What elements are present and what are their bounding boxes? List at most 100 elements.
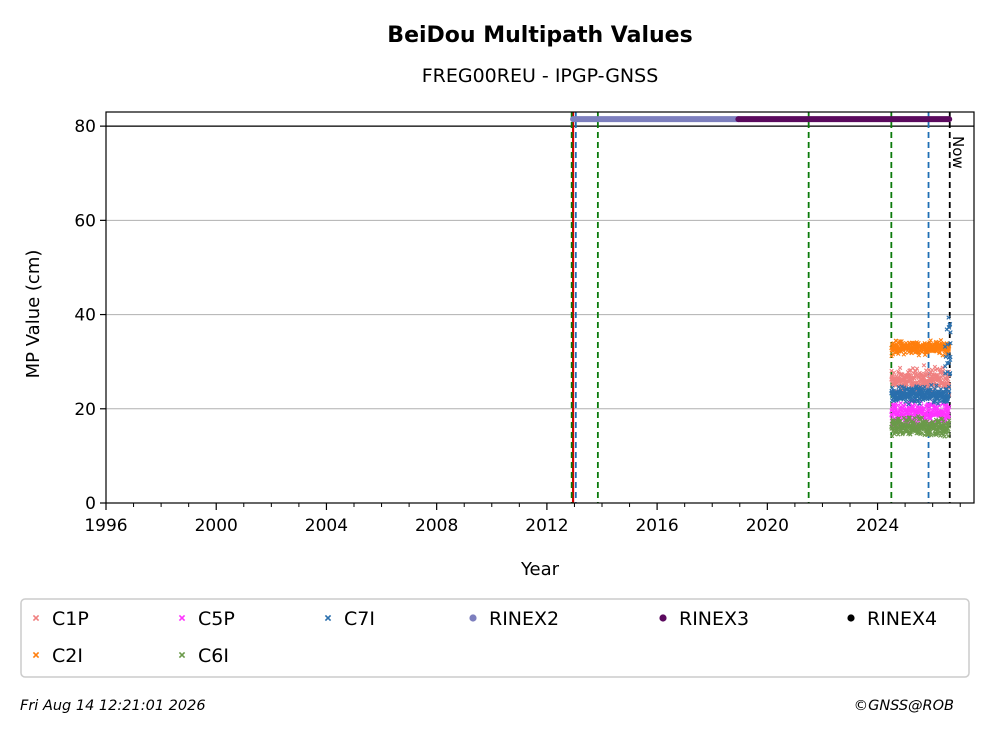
data-point — [898, 401, 903, 406]
data-point — [945, 399, 950, 404]
data-point — [919, 431, 924, 436]
legend-marker-x — [32, 614, 40, 622]
data-point — [935, 401, 941, 406]
legend-item-rinex4: RINEX4 — [847, 608, 937, 630]
data-point — [946, 315, 951, 320]
legend-marker-dot — [847, 614, 855, 622]
legend-marker-x — [178, 651, 186, 659]
legend-marker-dot — [659, 614, 667, 622]
data-point — [941, 419, 946, 424]
data-point — [923, 373, 929, 379]
data-point — [914, 366, 920, 371]
data-point — [906, 401, 911, 407]
y-axis-label: MP Value (cm) — [23, 250, 44, 379]
data-point — [947, 321, 953, 327]
data-point — [899, 384, 905, 389]
y-tick-label: 20 — [74, 400, 96, 420]
legend-marker-x — [32, 651, 40, 659]
data-point — [940, 416, 945, 422]
data-point — [946, 379, 951, 385]
legend-item-rinex3: RINEX3 — [659, 608, 749, 630]
data-point — [940, 365, 945, 370]
data-point — [942, 434, 947, 439]
data-point — [890, 385, 895, 390]
x-tick-label: 2020 — [746, 516, 789, 536]
legend-label: C1P — [52, 608, 89, 630]
data-point — [946, 394, 951, 399]
x-tick-label: 2008 — [415, 516, 458, 536]
data-point — [921, 363, 927, 368]
series-c7i — [889, 382, 952, 407]
data-point — [922, 384, 927, 390]
series-c7i-outliers — [942, 315, 953, 377]
data-points — [889, 315, 953, 439]
data-point — [893, 408, 898, 413]
legend-label: RINEX2 — [489, 608, 559, 630]
y-tick-label: 60 — [74, 211, 96, 231]
data-point — [940, 353, 945, 358]
data-point — [946, 384, 952, 390]
data-point — [906, 415, 912, 420]
data-point — [912, 415, 917, 421]
data-point — [897, 365, 903, 371]
data-point — [937, 349, 942, 354]
vertical-marker-lines — [570, 112, 951, 503]
plot-frame — [105, 111, 975, 504]
axis-ticks: 0 20 40 60 80 1996 2000 2004 2008 2012 2016 2020 202… — [74, 117, 961, 536]
legend-label: RINEX3 — [679, 608, 749, 630]
legend-label: C7I — [344, 608, 375, 630]
data-point — [946, 392, 951, 398]
data-point — [934, 405, 940, 410]
data-point — [929, 433, 934, 438]
data-point — [946, 360, 952, 366]
data-point — [946, 324, 951, 330]
data-point — [934, 383, 939, 388]
legend-marker-x — [324, 614, 332, 622]
data-point — [929, 382, 934, 388]
data-point — [943, 371, 948, 376]
legend-item-rinex2: RINEX2 — [469, 608, 559, 630]
data-point — [907, 373, 913, 378]
data-point — [928, 416, 933, 421]
legend-label: RINEX4 — [867, 608, 937, 630]
x-axis-label: Year — [520, 559, 560, 580]
x-tick-label: 2016 — [635, 516, 678, 536]
y-tick-label: 0 — [85, 494, 96, 514]
data-point — [947, 388, 952, 394]
y-tick-label: 80 — [74, 117, 96, 137]
data-point — [948, 330, 953, 335]
legend-item-c6i: C6I — [178, 645, 229, 667]
legend-item-c5p: C5P — [178, 608, 235, 630]
legend-item-c2i: C2I — [32, 645, 83, 667]
data-point — [915, 374, 921, 380]
legend-item-c7i: C7I — [324, 608, 375, 630]
chart-subtitle: FREG00REU - IPGP-GNSS — [422, 65, 659, 87]
now-label: Now — [949, 136, 967, 169]
legend-marker-x — [178, 614, 186, 622]
legend-label: C5P — [198, 608, 235, 630]
legend-box — [20, 598, 970, 678]
data-point — [946, 355, 952, 360]
data-point — [946, 433, 951, 439]
data-point — [907, 415, 913, 420]
y-tick-label: 40 — [74, 306, 96, 326]
data-point — [919, 415, 925, 420]
legend-marker-dot — [469, 614, 477, 622]
legend-item-c1p: C1P — [32, 608, 89, 630]
data-point — [946, 408, 951, 413]
data-point — [947, 371, 953, 376]
data-point — [945, 360, 950, 366]
legend: C1P C5P C7I RINEX2 RINEX3 RINEX4 C2I C6I — [32, 608, 937, 667]
data-point — [891, 370, 897, 375]
data-point — [946, 429, 951, 435]
data-point — [928, 338, 933, 343]
data-point — [938, 433, 943, 438]
data-point — [917, 401, 922, 406]
legend-label: C2I — [52, 645, 83, 667]
data-point — [898, 371, 904, 377]
footer-copyright: ©GNSS@ROB — [854, 698, 954, 714]
data-point — [947, 418, 952, 423]
series-c6i — [889, 414, 952, 439]
data-point — [945, 342, 950, 347]
